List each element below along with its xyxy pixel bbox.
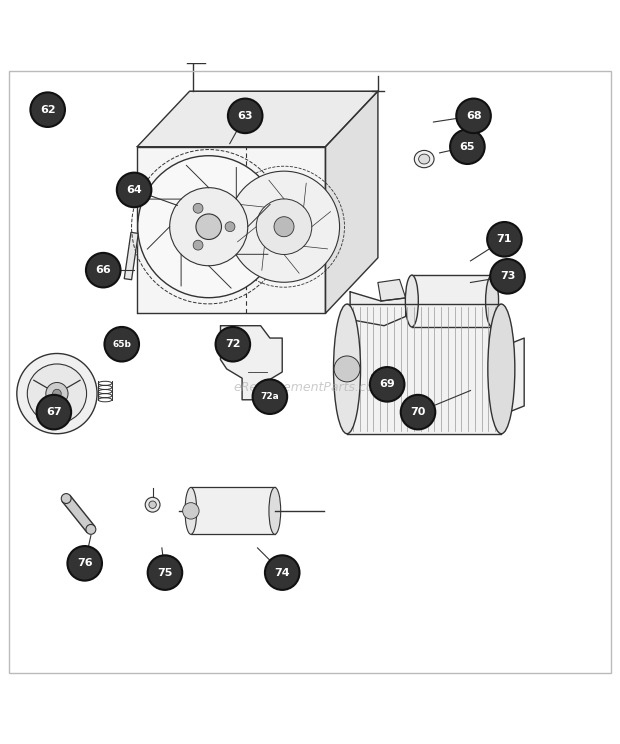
Circle shape [265, 555, 299, 590]
Circle shape [216, 327, 250, 362]
Circle shape [193, 240, 203, 250]
Circle shape [145, 497, 160, 512]
Circle shape [86, 253, 120, 287]
Circle shape [170, 187, 248, 266]
Circle shape [401, 395, 435, 429]
Polygon shape [63, 496, 95, 533]
Text: eReplacementParts.com: eReplacementParts.com [234, 381, 386, 394]
Ellipse shape [334, 304, 361, 434]
Text: 62: 62 [40, 105, 56, 115]
Text: 69: 69 [379, 379, 395, 389]
Polygon shape [378, 280, 405, 301]
Circle shape [104, 327, 139, 362]
Text: 72: 72 [225, 339, 241, 349]
Polygon shape [191, 487, 275, 534]
Text: 67: 67 [46, 407, 61, 417]
Text: 74: 74 [275, 568, 290, 577]
Text: 66: 66 [95, 265, 111, 275]
Circle shape [46, 382, 68, 405]
Circle shape [456, 98, 491, 133]
Polygon shape [221, 326, 282, 400]
Circle shape [490, 259, 525, 294]
Circle shape [30, 92, 65, 127]
Ellipse shape [185, 487, 197, 534]
Circle shape [196, 214, 221, 240]
Circle shape [228, 171, 340, 282]
Polygon shape [347, 304, 502, 434]
Text: 63: 63 [237, 111, 253, 121]
Text: 75: 75 [157, 568, 172, 577]
Circle shape [17, 353, 97, 434]
Circle shape [149, 501, 156, 508]
Ellipse shape [86, 525, 96, 534]
Text: 71: 71 [497, 234, 512, 244]
Polygon shape [509, 338, 524, 412]
Polygon shape [137, 147, 326, 313]
Ellipse shape [414, 150, 434, 167]
Text: 68: 68 [466, 111, 481, 121]
Circle shape [334, 356, 360, 382]
Circle shape [274, 217, 294, 237]
Circle shape [256, 199, 312, 254]
Ellipse shape [405, 275, 419, 327]
Ellipse shape [418, 154, 430, 164]
Circle shape [252, 379, 287, 414]
Circle shape [228, 98, 262, 133]
Text: 65: 65 [459, 141, 475, 152]
Polygon shape [412, 275, 492, 327]
Polygon shape [124, 232, 138, 280]
Polygon shape [137, 92, 378, 147]
Text: 70: 70 [410, 407, 426, 417]
Ellipse shape [61, 493, 71, 504]
Polygon shape [326, 92, 378, 313]
Circle shape [117, 173, 151, 207]
Text: 64: 64 [126, 185, 142, 195]
Circle shape [225, 222, 235, 231]
Circle shape [183, 503, 199, 519]
Circle shape [193, 203, 203, 214]
Circle shape [487, 222, 521, 257]
Text: 73: 73 [500, 272, 515, 281]
Circle shape [27, 364, 87, 423]
Circle shape [148, 555, 182, 590]
Text: 72a: 72a [260, 392, 279, 401]
Circle shape [450, 129, 485, 164]
Text: 76: 76 [77, 558, 92, 568]
Circle shape [370, 367, 404, 402]
Ellipse shape [269, 487, 281, 534]
Polygon shape [350, 292, 405, 326]
Text: 65b: 65b [112, 340, 131, 349]
Circle shape [53, 389, 61, 398]
Ellipse shape [488, 304, 515, 434]
Ellipse shape [485, 275, 498, 327]
Circle shape [37, 395, 71, 429]
Circle shape [68, 546, 102, 580]
Circle shape [138, 155, 280, 298]
